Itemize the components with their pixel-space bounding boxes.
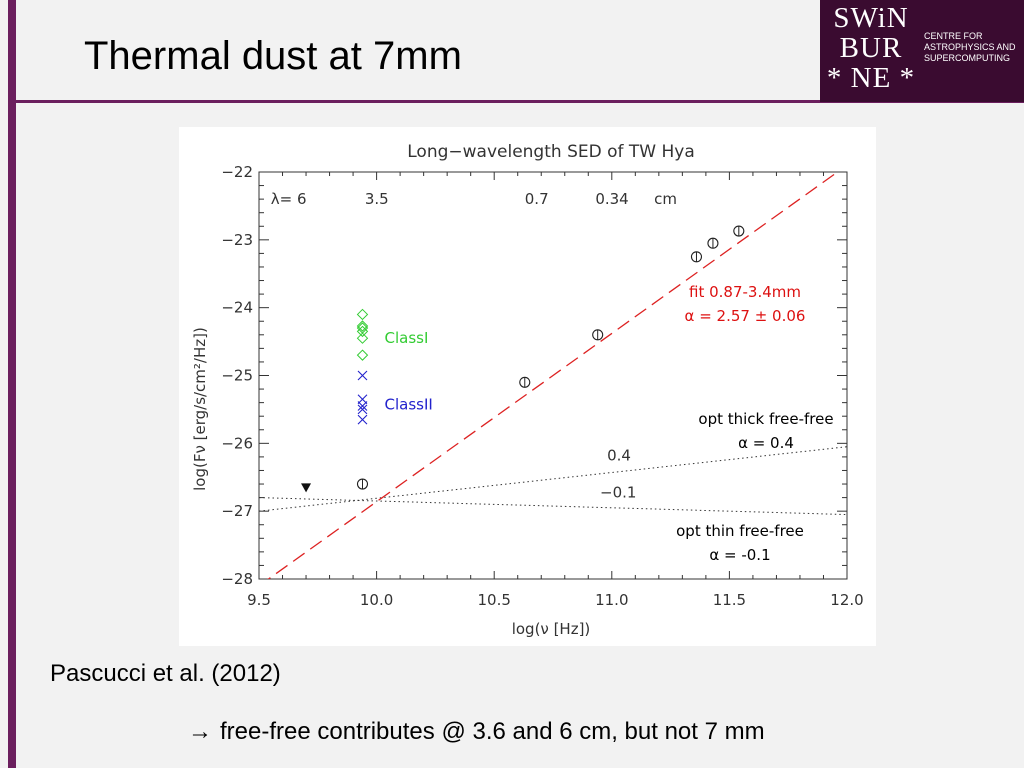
sed-chart: Long−wavelength SED of TW Hya log(ν [Hz]…: [191, 142, 864, 638]
class-ii-point: [357, 394, 368, 405]
chart-plot-area: 9.5 10.0 10.5 11.0 11.5 12.0 −22 −23 −24 −25 −26 −2…: [221, 163, 863, 609]
thick-annotation: opt thick free-free: [698, 410, 833, 428]
thick-annotation: α = 0.4: [738, 434, 794, 452]
class-i-point: [356, 308, 369, 321]
class-i-point: [356, 320, 369, 332]
thin-slope-label: −0.1: [600, 484, 636, 502]
y-tick-label: −23: [221, 231, 253, 249]
logo-line: BUR: [839, 32, 903, 64]
upper-limit-marker: [301, 483, 312, 493]
thin-annotation: α = -0.1: [709, 546, 770, 564]
class-ii-point: [357, 370, 368, 381]
fit-annotation: fit 0.87-3.4mm: [689, 283, 801, 301]
x-tick-label: 12.0: [830, 591, 863, 609]
y-tick-label: −26: [221, 434, 253, 452]
logo-wordmark: SWiN BUR * NE *: [826, 4, 916, 94]
class-i-point: [356, 332, 369, 344]
logo-caption-line: ASTROPHYSICS AND: [924, 42, 1016, 52]
x-tick-label: 11.5: [713, 591, 746, 609]
citation-text: Pascucci et al. (2012): [50, 660, 281, 687]
class-i-label: ClassI: [384, 329, 428, 347]
y-tick-label: −27: [221, 502, 253, 520]
x-tick-label: 9.5: [247, 591, 271, 609]
swinburne-logo: SWiN BUR * NE * CENTRE FOR ASTROPHYSICS …: [820, 0, 1024, 102]
left-accent-bar: [8, 0, 16, 768]
y-tick-label: −28: [221, 570, 253, 588]
chart-panel: Long−wavelength SED of TW Hya log(ν [Hz]…: [179, 127, 876, 646]
bullet-text: free-free contributes @ 3.6 and 6 cm, bu…: [220, 718, 765, 745]
logo-caption-line: CENTRE FOR: [924, 31, 983, 41]
arrow-icon: →: [188, 718, 212, 745]
wavelength-label: λ= 6: [271, 190, 307, 208]
wavelength-label: cm: [654, 190, 677, 208]
y-tick-label: −22: [221, 163, 253, 181]
bullet-point: → free-free contributes @ 3.6 and 6 cm, b…: [188, 718, 765, 746]
y-axis-label: log(Fν [erg/s/cm²/Hz]): [191, 327, 209, 491]
wavelength-label: 0.7: [525, 190, 549, 208]
slide-title: Thermal dust at 7mm: [84, 34, 462, 78]
dust-fit-line: [267, 172, 839, 579]
chart-title: Long−wavelength SED of TW Hya: [407, 142, 695, 162]
class-i-point: [356, 325, 369, 338]
thin-annotation: opt thin free-free: [676, 522, 804, 540]
x-tick-label: 10.0: [360, 591, 393, 609]
class-ii-point: [357, 404, 368, 415]
wavelength-label: 0.34: [595, 190, 628, 208]
x-axis-label: log(ν [Hz]): [512, 620, 591, 638]
logo-line: SWiN: [833, 2, 909, 34]
title-underline: [16, 100, 1024, 103]
x-tick-label: 11.0: [595, 591, 628, 609]
y-tick-label: −25: [221, 367, 253, 385]
optically-thin-free-free-line: [259, 497, 847, 516]
logo-line: * NE *: [826, 62, 916, 94]
logo-caption-line: SUPERCOMPUTING: [924, 53, 1011, 63]
class-ii-point: [357, 414, 368, 425]
logo-caption: CENTRE FOR ASTROPHYSICS AND SUPERCOMPUTI…: [924, 31, 1020, 64]
class-ii-point: [357, 401, 368, 411]
x-tick-label: 10.5: [477, 591, 510, 609]
class-i-point: [356, 349, 369, 361]
thick-slope-label: 0.4: [607, 446, 631, 464]
wavelength-label: 3.5: [365, 190, 389, 208]
y-tick-label: −24: [221, 299, 253, 317]
class-ii-label: ClassII: [384, 396, 432, 414]
optically-thick-free-free-line: [259, 446, 847, 512]
fit-annotation: α = 2.57 ± 0.06: [685, 307, 806, 325]
